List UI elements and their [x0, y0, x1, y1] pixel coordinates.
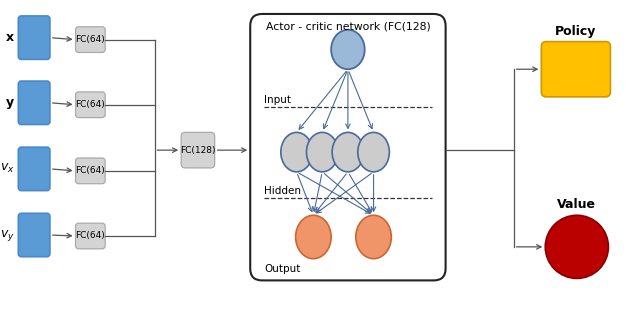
FancyBboxPatch shape: [250, 14, 445, 280]
FancyBboxPatch shape: [19, 16, 50, 59]
Ellipse shape: [296, 215, 331, 259]
Text: Output: Output: [264, 264, 300, 274]
Text: $v_x$: $v_x$: [0, 162, 14, 175]
Text: Policy: Policy: [555, 25, 596, 38]
Ellipse shape: [545, 215, 609, 279]
FancyBboxPatch shape: [19, 147, 50, 191]
FancyBboxPatch shape: [19, 81, 50, 125]
Text: Value: Value: [557, 198, 596, 211]
FancyBboxPatch shape: [76, 92, 105, 118]
Text: FC(64): FC(64): [76, 232, 105, 241]
Text: x: x: [6, 31, 14, 44]
FancyBboxPatch shape: [76, 223, 105, 249]
Ellipse shape: [281, 132, 312, 172]
Text: Input: Input: [264, 95, 291, 105]
Ellipse shape: [307, 132, 338, 172]
FancyBboxPatch shape: [76, 158, 105, 184]
Text: y: y: [6, 96, 14, 109]
Text: Hidden: Hidden: [264, 185, 301, 195]
Text: FC(128): FC(128): [180, 146, 216, 155]
FancyBboxPatch shape: [541, 42, 611, 97]
Text: Actor - critic network (FC(128): Actor - critic network (FC(128): [266, 22, 430, 32]
Text: FC(64): FC(64): [76, 100, 105, 109]
Text: FC(64): FC(64): [76, 35, 105, 44]
Ellipse shape: [356, 215, 391, 259]
FancyBboxPatch shape: [19, 213, 50, 257]
Text: FC(64): FC(64): [76, 166, 105, 175]
FancyBboxPatch shape: [76, 27, 105, 52]
FancyBboxPatch shape: [181, 132, 214, 168]
Ellipse shape: [331, 30, 365, 69]
Text: $v_y$: $v_y$: [0, 228, 14, 242]
Ellipse shape: [358, 132, 389, 172]
Ellipse shape: [332, 132, 364, 172]
